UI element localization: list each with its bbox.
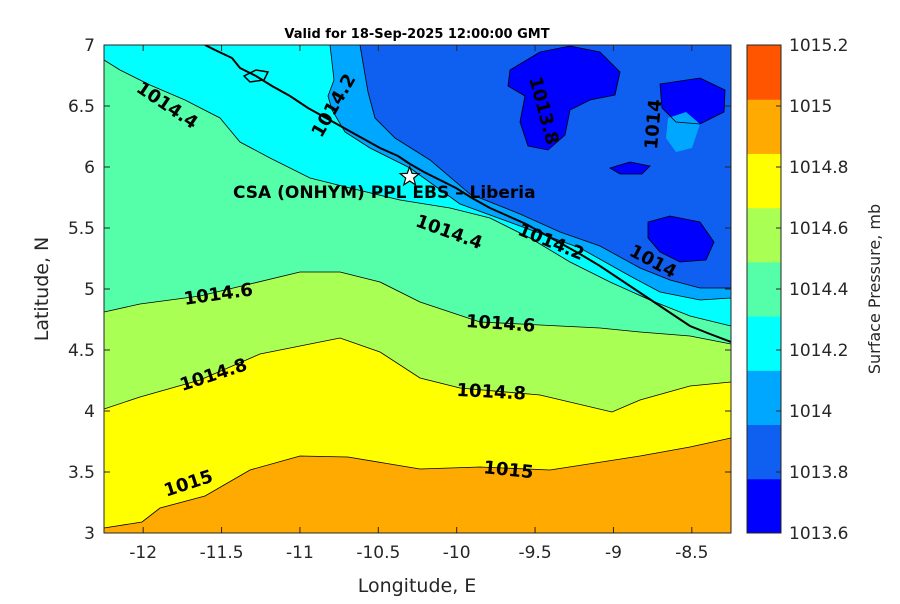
colorbar-tick-label: 1014.6: [789, 219, 848, 239]
y-tick-label: 6: [84, 158, 95, 178]
band-1013-6-b: [660, 78, 725, 124]
contour-lines: [104, 45, 731, 529]
colorbar-segment: [747, 153, 781, 209]
coastline: [204, 45, 731, 343]
colorbar: [747, 45, 781, 534]
contour-label: 1014: [641, 98, 666, 150]
band-1013-6-c: [648, 216, 714, 262]
x-axis-ticks: -12 -11.5 -11 -10.5 -10 -9.5 -9 -8.5: [129, 45, 708, 563]
x-tick-label: -11: [286, 543, 314, 563]
band-1014-1014-hole: [666, 112, 700, 152]
contour-label: 1015: [482, 457, 534, 483]
site-label: CSA (ONHYM) PPL EBS – Liberia: [233, 183, 536, 203]
colorbar-segment: [747, 99, 781, 154]
colorbar-tick-label: 1014: [789, 402, 832, 422]
chart-title: Valid for 18-Sep-2025 12:00:00 GMT: [284, 27, 549, 42]
colorbar-tick-label: 1014.4: [789, 280, 848, 300]
contour-label: 1014.8: [456, 380, 526, 405]
band-1014-4: [104, 45, 731, 344]
y-tick-label: 6.5: [68, 97, 95, 117]
y-tick-label: 7: [84, 36, 95, 56]
band-1014-6: [104, 272, 731, 412]
x-tick-label: -9.5: [518, 543, 551, 563]
y-tick-label: 5.5: [68, 219, 95, 239]
x-axis-label: Longitude, E: [358, 575, 477, 597]
colorbar-ticks: 1013.6 1013.8 1014 1014.2 1014.4 1014.6 1014.8…: [776, 36, 848, 544]
y-axis-ticks: 3 3.5 4 4.5 5 5.5 6 6.5 7: [68, 36, 731, 544]
colorbar-segment: [747, 316, 781, 371]
x-tick-label: -9: [605, 543, 622, 563]
x-tick-label: -10: [443, 543, 471, 563]
band-1014-8: [104, 338, 731, 528]
colorbar-tick-label: 1015.2: [789, 36, 848, 56]
site-marker: CSA (ONHYM) PPL EBS – Liberia: [233, 165, 536, 203]
colorbar-tick-label: 1015: [789, 97, 832, 117]
x-tick-label: -11.5: [200, 543, 244, 563]
colorbar-tick-label: 1013.8: [789, 463, 848, 483]
colorbar-segment: [747, 478, 781, 534]
band-1015: [104, 438, 731, 533]
colorbar-segment: [747, 45, 781, 100]
x-tick-label: -12: [129, 543, 157, 563]
colorbar-segment: [747, 370, 781, 426]
contour-label: 1014.6: [465, 311, 536, 337]
band-1013-6-a: [508, 46, 620, 150]
x-tick-label: -8.5: [675, 543, 708, 563]
star-icon: [398, 165, 421, 187]
colorbar-segment: [747, 261, 781, 317]
y-tick-label: 4: [84, 402, 95, 422]
y-axis-label: Latitude, N: [31, 237, 53, 342]
x-tick-label: -10.5: [356, 543, 400, 563]
y-tick-label: 3: [84, 524, 95, 544]
colorbar-label: Surface Pressure, mb: [865, 204, 884, 374]
y-tick-label: 4.5: [68, 341, 95, 361]
colorbar-tick-label: 1014.2: [789, 341, 848, 361]
colorbar-segment: [747, 207, 781, 263]
band-1013-8-a: [360, 45, 731, 288]
colorbar-segment: [747, 424, 781, 480]
y-tick-label: 3.5: [68, 463, 95, 483]
contour-fill-layer: [104, 45, 731, 533]
colorbar-tick-label: 1013.6: [789, 524, 848, 544]
y-tick-label: 5: [84, 280, 95, 300]
colorbar-tick-label: 1014.8: [789, 158, 848, 178]
